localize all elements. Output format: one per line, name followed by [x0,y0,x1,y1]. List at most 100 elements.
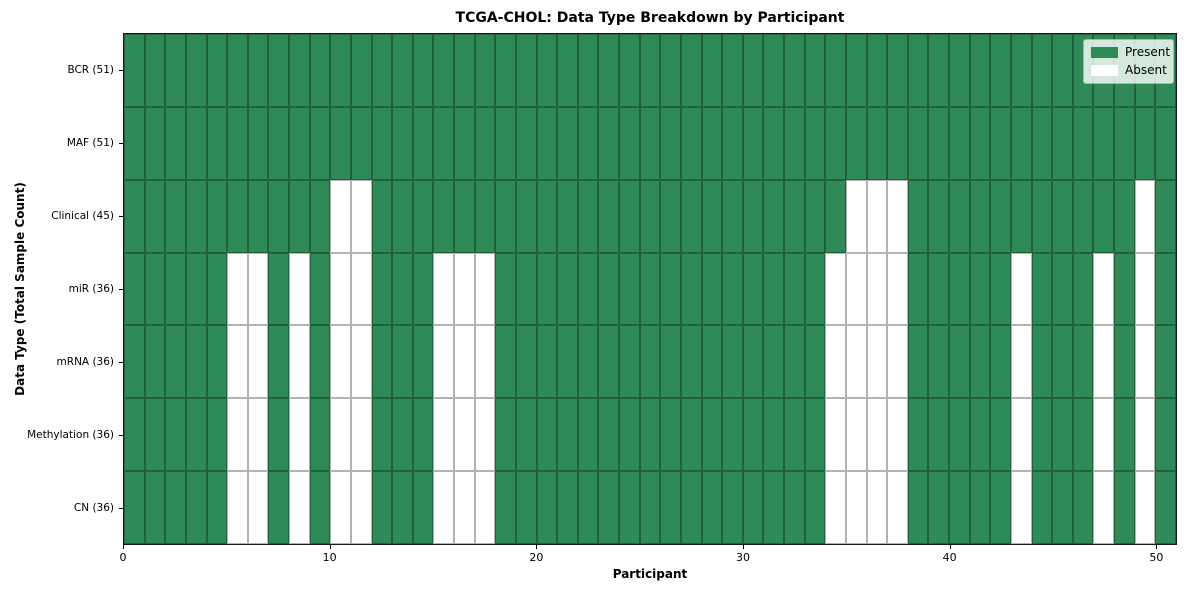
cell [763,34,785,107]
cell [804,398,826,472]
cell [1031,252,1053,326]
x-tick-mark [329,545,331,549]
cell [495,179,516,253]
cell [350,252,372,326]
cell [928,34,950,107]
cell [722,252,743,326]
cell [536,325,558,399]
legend-label-present: Present [1125,45,1171,59]
cell [928,325,950,399]
cell [206,252,228,326]
cell [268,325,290,399]
cell [557,252,578,326]
cell [515,398,537,472]
cell [887,106,908,180]
cell [990,179,1011,253]
cell [701,106,723,180]
cell [804,471,826,544]
cell [742,179,764,253]
cell [371,325,393,399]
cell [701,34,723,107]
cell [1010,252,1032,326]
cell [412,471,434,544]
cell [454,106,475,180]
cell [557,106,578,180]
cell [371,398,393,472]
cell [350,34,372,107]
cell [763,325,785,399]
cell [350,471,372,544]
cell [1114,325,1135,399]
cell [1072,179,1094,253]
cell [412,179,434,253]
cell [330,34,351,107]
cell [866,398,888,472]
cell [639,34,661,107]
cell [742,34,764,107]
cell [825,325,846,399]
cell [722,34,743,107]
cell [309,252,331,326]
cell [1155,471,1176,544]
cell [474,106,496,180]
cell [392,34,413,107]
cell [247,252,269,326]
cell [330,325,351,399]
cell [907,398,929,472]
cell [165,471,186,544]
cell [660,179,681,253]
cell [165,398,186,472]
cell [227,471,248,544]
cell [412,106,434,180]
y-tick-label: MAF (51) [66,136,114,149]
cell [144,252,166,326]
cell [1134,179,1156,253]
cell [907,179,929,253]
cell [887,179,908,253]
cell [660,34,681,107]
cell [371,106,393,180]
cell [309,179,331,253]
x-tick-label: 30 [736,551,750,564]
cell [619,34,640,107]
cell [165,34,186,107]
cell [330,179,351,253]
cell [268,34,290,107]
cell [165,325,186,399]
x-tick-label: 40 [942,551,957,564]
cell [515,252,537,326]
cell [660,471,681,544]
cell [1093,252,1115,326]
cell [928,252,950,326]
cell [804,325,826,399]
cell [289,398,310,472]
cell [598,34,620,107]
cell [309,325,331,399]
cell [825,471,846,544]
cell [969,471,991,544]
y-tick-label: CN (36) [73,502,114,515]
cell [227,398,248,472]
cell [928,179,950,253]
cell [392,106,413,180]
cell [557,34,578,107]
cell [412,252,434,326]
cell [660,398,681,472]
cell [227,106,248,180]
cell [949,325,970,399]
cell [928,398,950,472]
cell [866,325,888,399]
cell [1114,252,1135,326]
x-tick-label: 10 [322,551,337,564]
cell [1072,398,1094,472]
cell [1010,106,1032,180]
cell [206,325,228,399]
cell [742,325,764,399]
cell [371,252,393,326]
cell [598,325,620,399]
cell [845,471,867,544]
cell [433,34,455,107]
cell [330,471,351,544]
cell [1010,398,1032,472]
cell [495,106,516,180]
